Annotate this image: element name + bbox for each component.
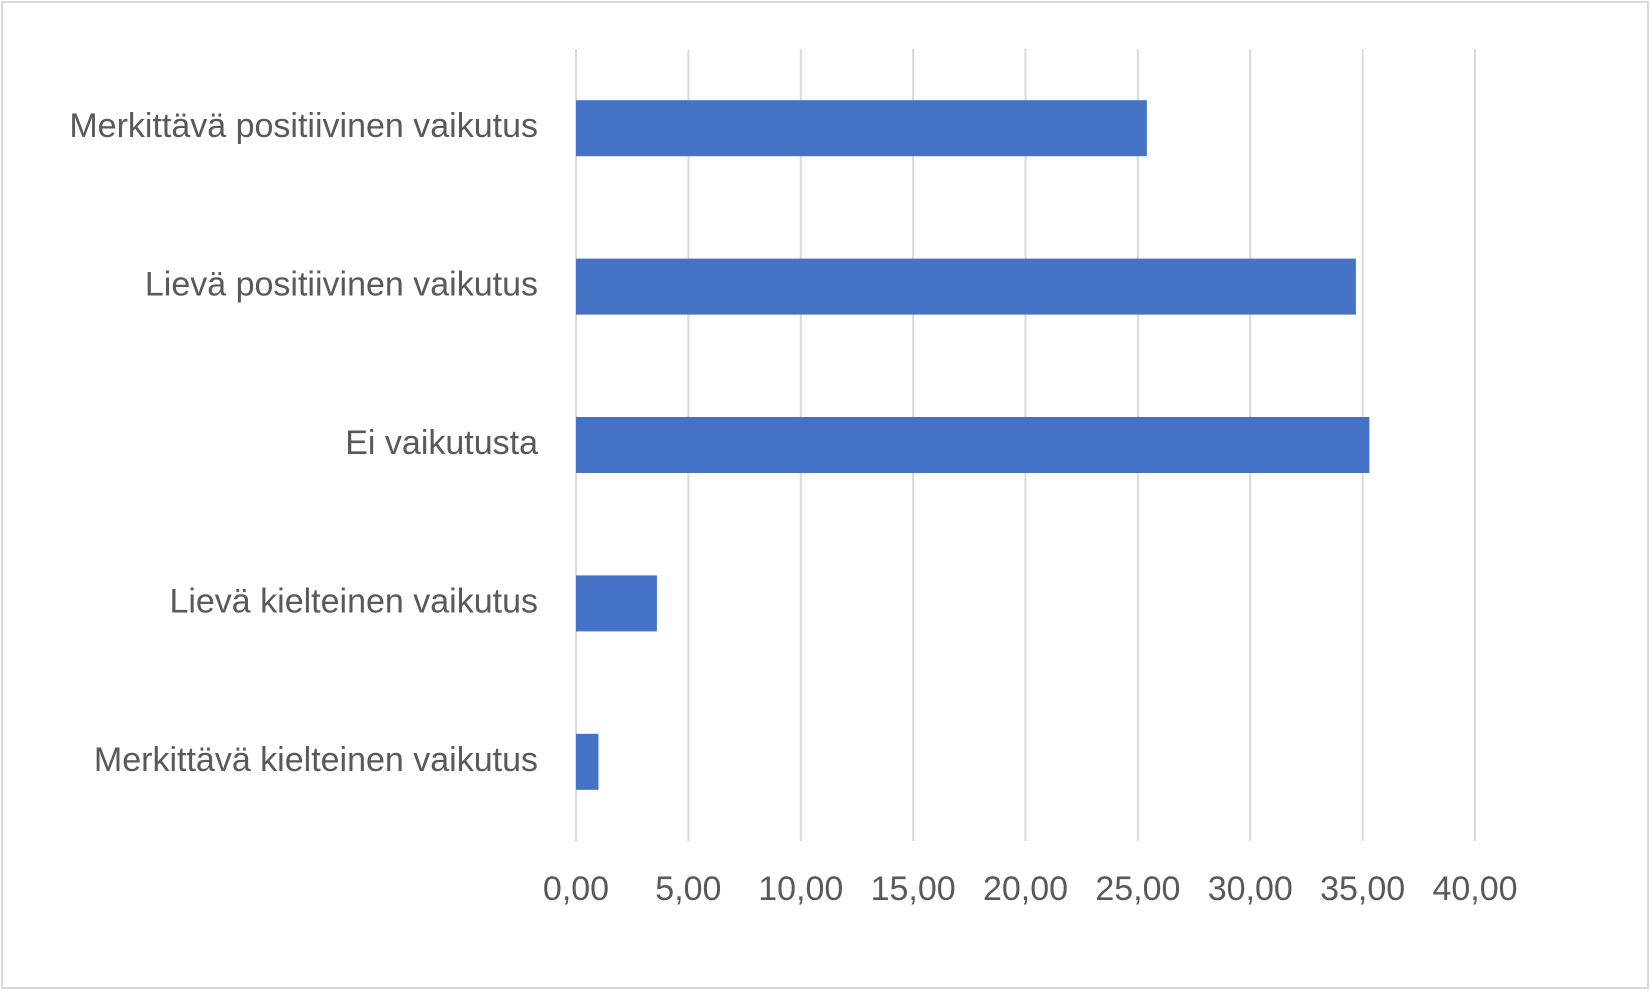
x-axis-tick-labels: 0,00 5,00 10,00 15,00 20,00 25,00 30,00 35,00 40… <box>543 870 1518 908</box>
x-tick-label: 5,00 <box>655 870 721 908</box>
bar <box>576 258 1356 315</box>
x-tick-label: 20,00 <box>983 870 1068 908</box>
bar <box>576 575 657 632</box>
x-tick-label: 30,00 <box>1208 870 1293 908</box>
category-label: Merkittävä positiivinen vaikutus <box>69 107 538 145</box>
x-tick-label: 10,00 <box>758 870 843 908</box>
category-label: Ei vaikutusta <box>345 424 538 462</box>
bar <box>576 417 1370 473</box>
x-tick-label: 35,00 <box>1320 870 1405 908</box>
category-labels: Merkittävä positiivinen vaikutus Lievä po… <box>69 107 538 779</box>
bars <box>576 100 1370 790</box>
category-label: Lievä kielteinen vaikutus <box>169 582 538 620</box>
bar <box>576 100 1147 157</box>
x-tick-label: 15,00 <box>871 870 956 908</box>
bar-chart: Merkittävä positiivinen vaikutus Lievä po… <box>69 49 1518 908</box>
x-tick-label: 25,00 <box>1095 870 1180 908</box>
bar <box>576 733 599 790</box>
category-label: Merkittävä kielteinen vaikutus <box>94 741 538 779</box>
x-tick-label: 40,00 <box>1432 870 1517 908</box>
x-tick-label: 0,00 <box>543 870 609 908</box>
category-label: Lievä positiivinen vaikutus <box>145 266 538 304</box>
